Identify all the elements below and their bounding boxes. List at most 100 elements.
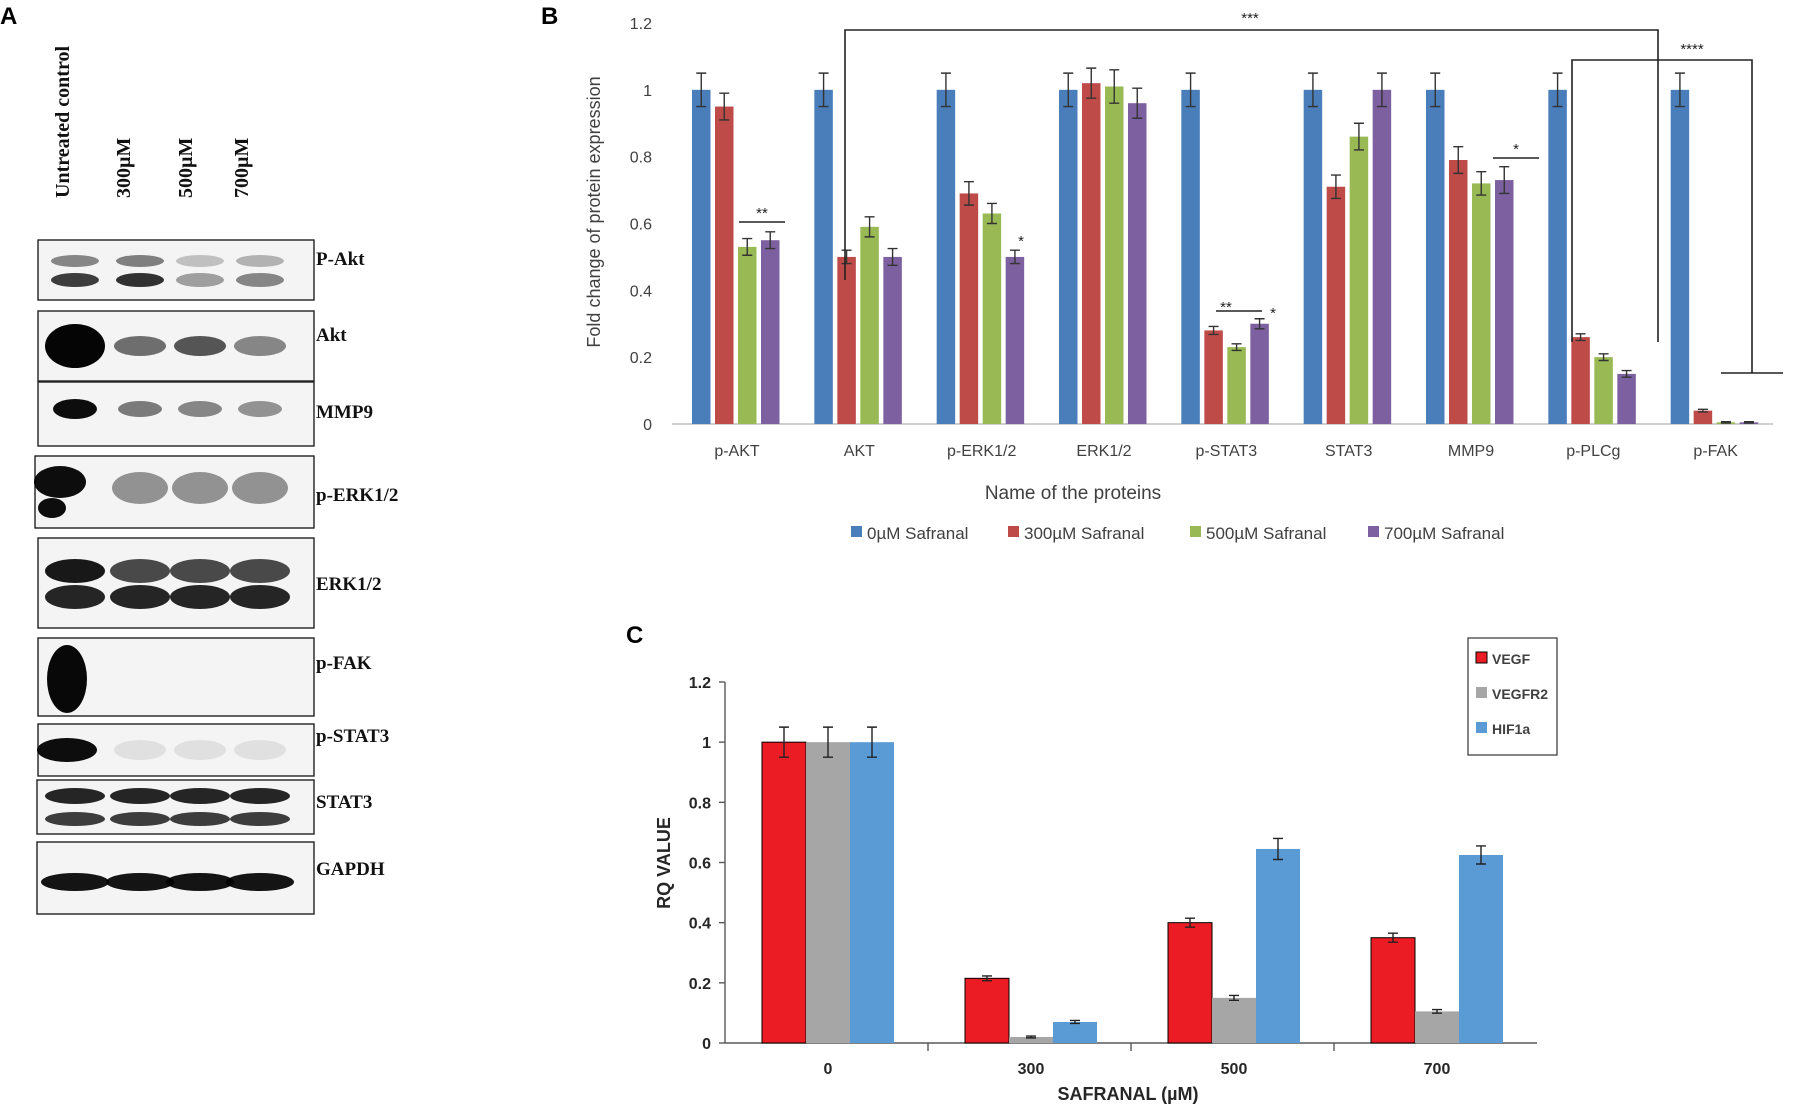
blot-label-p-erk1-2: p-ERK1/2 [316,485,398,506]
chart-b-significance: ******** ****** [739,10,1783,374]
lane-labels: Untreated control 300µM 500µM 700µM [52,46,253,198]
band [166,873,234,891]
y-tick-label: 0.6 [630,217,652,234]
error-bar [1621,369,1632,378]
error-bar [887,247,898,266]
bar-500-vegf [1167,922,1213,1044]
bar-p-akt-300-m-safranal [715,106,734,425]
legend-label-0-m-safranal: 0µM Safranal [867,524,968,543]
error-bar [1432,1008,1442,1014]
blot-frame [37,537,315,629]
legend-label-vegfr2: VEGFR2 [1492,686,1548,702]
sig-bracket-akt-plcg [844,29,1659,342]
error-bar [1453,145,1464,175]
error-bar [1476,845,1486,865]
blot-strip-gapdh: GAPDH [36,841,385,915]
bar-p-stat3-500-m-safranal [1227,347,1246,424]
y-tick-label: 1.2 [630,16,652,33]
error-bar [719,92,730,121]
blot-frame [34,455,315,529]
error-bar [765,231,776,250]
bar-700-vegf [1370,937,1416,1044]
bar-akt-300-m-safranal [837,256,856,424]
band [232,472,288,504]
rq-value-chart: 0 0.2 0.4 0.6 0.8 1 1.2 0 300 500 700 RQ VALUE SA… [654,637,1558,1104]
y-tick-label: 1 [702,735,711,752]
chart-b-xlabel: Name of the proteins [985,483,1161,504]
legend-label-hif1a: HIF1a [1492,721,1530,737]
bar-p-akt-0-m-safranal [692,89,711,424]
chart-c-bars [761,726,1503,1044]
error-bar [864,216,875,238]
error-bar [1185,72,1196,108]
bar-p-akt-500-m-safranal [738,246,757,424]
legend-swatch-vegf [1475,651,1488,664]
error-bar [742,237,753,256]
bar-0-hif1a [850,742,894,1043]
bar-mmp9-0-m-safranal [1426,89,1445,424]
error-bar [1070,1019,1080,1025]
blot-strip-p-stat3: p-STAT3 [37,723,389,777]
bar-stat3-500-m-safranal [1349,136,1369,424]
bar-700-vegfr2 [1415,1011,1459,1043]
bar-erk1-2-300-m-safranal [1082,83,1101,425]
band [176,273,224,287]
y-tick-label: 0.2 [630,350,652,367]
significance-label: * [1513,141,1519,158]
blot-strip-p-akt: P-Akt [37,239,365,301]
band [51,273,99,287]
y-tick-label: 0.4 [630,283,652,300]
band [118,401,162,417]
bar-akt-0-m-safranal [814,89,833,424]
legend-swatch-300-m-safranal [1008,526,1019,537]
category-label-300: 300 [1018,1061,1045,1078]
significance-label: * [1270,305,1276,322]
panel-b-letter: B [541,3,558,30]
category-label-akt: AKT [844,443,875,460]
band [37,738,97,762]
lane-label-300-m: 300µM [113,137,135,198]
lane-label-500-m: 500µM [175,137,197,198]
band [45,585,105,609]
band [236,273,284,287]
y-tick-label: 0.8 [689,795,711,812]
error-bar [1231,343,1242,352]
bar-stat3-300-m-safranal [1326,186,1346,424]
band [238,401,282,417]
error-bar [823,726,833,758]
error-bar [982,975,992,982]
blot-strips: P-Akt Akt MMP9 p-ERK1/2 ERK1/2 p-FAK p-STAT3 ST… [34,239,398,915]
blot-label-p-stat3: p-STAT3 [316,726,389,747]
band [234,740,286,760]
band [174,740,226,760]
error-bar [1376,72,1387,108]
error-bar [696,72,707,108]
category-label-700: 700 [1424,1061,1451,1078]
band [116,273,164,287]
chart-b-bars [692,67,1759,425]
band [170,585,230,609]
bar-300-vegfr2 [1009,1036,1053,1043]
panel-c-letter: C [626,622,643,649]
y-tick-label: 0.8 [630,150,652,167]
band [47,645,87,713]
error-bar [1476,171,1487,196]
bar-mmp9-300-m-safranal [1449,160,1468,424]
blot-strip-akt: Akt [37,310,347,382]
band [114,740,166,760]
band [170,788,230,804]
band [176,255,224,267]
bar-p-stat3-700-m-safranal [1250,323,1269,424]
category-label-mmp9: MMP9 [1448,443,1494,460]
band [106,873,174,891]
error-bar [1063,72,1074,108]
error-bar [1009,249,1020,265]
error-bar [1743,420,1754,424]
bar-p-erk1-2-700-m-safranal [1005,256,1025,424]
band [45,324,105,368]
chart-b-legend: 0µM Safranal 300µM Safranal 500µM Safranal… [851,524,1504,543]
lane-label-700-m: 700µM [231,137,253,198]
error-bar [986,202,997,225]
western-blot-panel: Untreated control 300µM 500µM 700µM P-Akt Ak… [34,46,398,915]
